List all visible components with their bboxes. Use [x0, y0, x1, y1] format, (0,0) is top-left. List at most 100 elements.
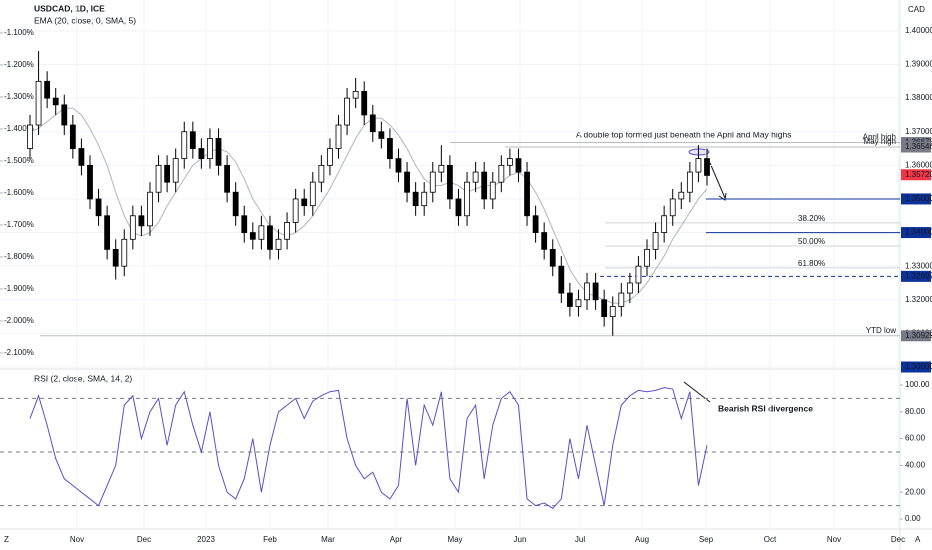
price-label-bg [901, 141, 931, 153]
left-tick-label: -1.900% [4, 284, 34, 293]
candle-body [601, 299, 608, 317]
candle-body [129, 215, 136, 240]
candle-body [309, 181, 316, 207]
arrow-head [718, 192, 727, 201]
candle-body [318, 164, 325, 183]
y-tick-label: 60.00 [905, 434, 926, 443]
candle-body [35, 80, 42, 126]
candle-body [404, 171, 410, 193]
price-label-bg [901, 330, 931, 342]
candle-body [498, 164, 505, 183]
candle-body [292, 198, 299, 223]
candle-body [301, 198, 308, 207]
x-tick-label: Dec [137, 535, 151, 544]
rsi-legend: RSI (2, close, SMA, 14, 2) [34, 373, 132, 383]
ema-legend: EMA (20, close, 0, SMA, 5) [34, 15, 136, 25]
candle-body [147, 191, 153, 227]
candle-body [78, 148, 85, 166]
y-tick-label: 100.00 [905, 380, 930, 389]
price-label: 1.34000 [905, 228, 932, 237]
symbol-title: USDCAD, 1D, ICE [34, 3, 105, 13]
candle-body [592, 282, 599, 301]
price-label-bg [901, 361, 931, 373]
currency: CAD [908, 5, 925, 14]
candle-body [27, 124, 33, 149]
left-tick-label: -1.400% [4, 124, 34, 133]
candle-body [566, 292, 573, 307]
candle-body [549, 248, 556, 267]
candle-body [704, 158, 710, 176]
candle-body [618, 292, 625, 307]
x-tick-label: 2023 [197, 535, 215, 544]
candle-body [267, 225, 273, 250]
x-tick-label: Nov [827, 535, 841, 544]
candle-body [489, 181, 496, 200]
candle-body [215, 138, 222, 166]
candle-body [241, 215, 248, 233]
level-text: April high [863, 133, 896, 142]
rsi-annotation: Bearish RSI divergence [718, 403, 813, 413]
y-tick-label: 1.33000 [905, 261, 932, 270]
price-label: 1.36546 [905, 142, 932, 151]
candle-body [121, 238, 128, 267]
fib-label: 61.80% [798, 259, 825, 268]
candle-body [52, 97, 59, 106]
candle-body [584, 282, 590, 301]
fib-label: 38.20% [798, 214, 825, 223]
candle-body [164, 164, 171, 183]
candle-body [138, 215, 145, 227]
candle-body [104, 215, 111, 250]
y-tick-label: 1.38000 [905, 93, 932, 102]
candle-body [532, 215, 539, 233]
candle-body [609, 306, 616, 317]
candle-body [198, 148, 205, 160]
left-tick-label: -1.100% [4, 28, 34, 37]
x-tick-label: Jul [575, 535, 585, 544]
zoom-icon[interactable]: Z [4, 535, 9, 544]
candle-body [669, 198, 676, 217]
candle-body [361, 91, 368, 116]
candle-body [644, 248, 650, 267]
left-tick-label: -2.100% [4, 348, 34, 357]
candle-body [695, 158, 702, 173]
level-text: May high [864, 137, 896, 146]
y-tick-label: 80.00 [905, 407, 926, 416]
candle-body [438, 164, 445, 173]
candle-body [172, 158, 179, 183]
candle-body [464, 181, 470, 217]
candle-body [558, 265, 565, 294]
left-tick-label: -1.700% [4, 220, 34, 229]
candle-body [481, 171, 488, 200]
price-label-bg [901, 193, 931, 205]
price-label-bg [901, 227, 931, 239]
candle-body [155, 164, 162, 193]
x-tick-label: Sep [699, 535, 714, 544]
x-tick-label: Feb [263, 535, 277, 544]
candle-body [69, 124, 76, 149]
price-label: 1.35720 [905, 170, 932, 179]
candle-body [575, 299, 582, 307]
candle-body [455, 198, 462, 217]
auto-scale[interactable]: A [915, 535, 921, 544]
price-label: 1.35000 [905, 194, 932, 203]
left-tick-label: -1.800% [4, 252, 34, 261]
left-tick-label: -1.200% [4, 60, 34, 69]
candle-body [421, 191, 428, 207]
candle-body [541, 232, 548, 250]
candle-body [284, 222, 290, 240]
price-label: 1.30929 [905, 331, 932, 340]
price-label: 1.30000 [905, 362, 932, 371]
x-tick-label: Dec [891, 535, 905, 544]
x-tick-label: May [447, 535, 462, 544]
x-tick-label: Jun [514, 535, 527, 544]
candle-body [87, 164, 93, 200]
arrow [709, 162, 726, 199]
candle-body [447, 164, 453, 200]
x-tick-label: Mar [321, 535, 335, 544]
left-tick-label: -1.500% [4, 156, 34, 165]
candle-body [249, 232, 256, 240]
candle-body [44, 80, 51, 99]
candle-body [378, 131, 385, 139]
